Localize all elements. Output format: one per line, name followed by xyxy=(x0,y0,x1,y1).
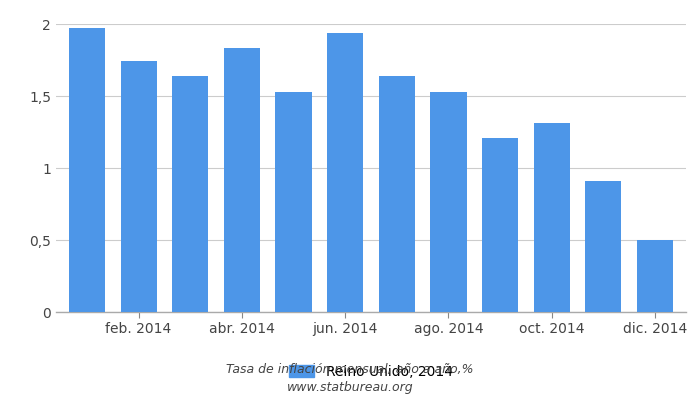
Bar xyxy=(482,138,518,312)
Bar xyxy=(430,92,466,312)
Text: www.statbureau.org: www.statbureau.org xyxy=(287,382,413,394)
Bar xyxy=(637,240,673,312)
Bar xyxy=(224,48,260,312)
Text: Tasa de inflación mensual, año a año,%: Tasa de inflación mensual, año a año,% xyxy=(226,364,474,376)
Bar xyxy=(379,76,415,312)
Bar xyxy=(120,62,157,312)
Bar xyxy=(69,28,105,312)
Bar xyxy=(585,181,622,312)
Bar xyxy=(276,92,312,312)
Bar xyxy=(533,123,570,312)
Bar xyxy=(172,76,209,312)
Bar xyxy=(327,33,363,312)
Legend: Reino Unido, 2014: Reino Unido, 2014 xyxy=(289,365,453,379)
